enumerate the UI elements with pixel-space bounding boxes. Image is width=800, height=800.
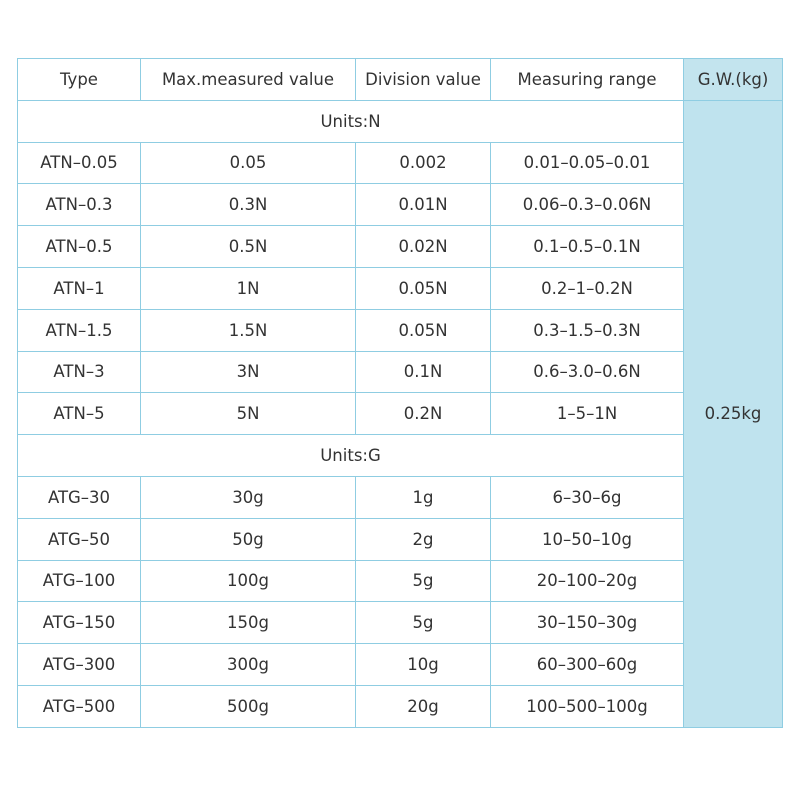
cell: 30–150–30g xyxy=(490,601,684,645)
data-row: ATG–100 100g 5g 20–100–20g xyxy=(17,559,783,603)
cell: 30g xyxy=(140,475,356,519)
header-cell: Measuring range xyxy=(490,58,684,101)
data-row: ATN–0.3 0.3N 0.01N 0.06–0.3–0.06N xyxy=(17,183,783,227)
data-row: ATN–3 3N 0.1N 0.6–3.0–0.6N xyxy=(17,350,783,394)
table-body: Type Max.measured value Division value Meas… xyxy=(17,58,783,728)
cell: 0.05N xyxy=(355,266,491,310)
header-cell: G.W.(kg) xyxy=(683,58,783,101)
cell: 60–300–60g xyxy=(490,643,684,686)
cell: ATN–0.3 xyxy=(17,183,141,227)
cell: ATG–30 xyxy=(17,475,141,519)
cell: 100g xyxy=(140,559,356,603)
cell: 0.6–3.0–0.6N xyxy=(490,350,684,394)
cell: 2g xyxy=(355,517,491,561)
cell: ATG–100 xyxy=(17,559,141,603)
cell: 5N xyxy=(140,392,356,436)
cell: 1.5N xyxy=(140,308,356,352)
cell: 20–100–20g xyxy=(490,559,684,603)
cell: 0.1–0.5–0.1N xyxy=(490,225,684,268)
cell: 0.01N xyxy=(355,183,491,227)
cell: 0.5N xyxy=(140,225,356,268)
cell: 0.02N xyxy=(355,225,491,268)
cell: 300g xyxy=(140,643,356,686)
cell: ATG–150 xyxy=(17,601,141,645)
cell: ATN–0.05 xyxy=(17,141,141,185)
cell: 20g xyxy=(355,684,491,728)
section-label: Units:N xyxy=(17,99,684,143)
cell: 500g xyxy=(140,684,356,728)
section-row: Units:N 0.25kg xyxy=(17,99,783,728)
cell: 1–5–1N xyxy=(490,392,684,436)
cell: 5g xyxy=(355,601,491,645)
cell: 0.1N xyxy=(355,350,491,394)
cell: ATN–5 xyxy=(17,392,141,436)
cell: ATN–0.5 xyxy=(17,225,141,268)
section-label: Units:G xyxy=(17,434,684,477)
cell: ATG–300 xyxy=(17,643,141,686)
header-row: Type Max.measured value Division value Meas… xyxy=(17,58,783,101)
data-row: ATN–1 1N 0.05N 0.2–1–0.2N xyxy=(17,266,783,310)
cell: 1N xyxy=(140,266,356,310)
cell: 3N xyxy=(140,350,356,394)
cell: ATG–50 xyxy=(17,517,141,561)
cell: 0.2–1–0.2N xyxy=(490,266,684,310)
data-row: ATN–0.5 0.5N 0.02N 0.1–0.5–0.1N xyxy=(17,225,783,268)
cell: 10g xyxy=(355,643,491,686)
data-row: ATG–50 50g 2g 10–50–10g xyxy=(17,517,783,561)
data-row: ATG–150 150g 5g 30–150–30g xyxy=(17,601,783,645)
data-row: ATN–5 5N 0.2N 1–5–1N xyxy=(17,392,783,436)
cell: 0.3–1.5–0.3N xyxy=(490,308,684,352)
data-row: ATG–500 500g 20g 100–500–100g xyxy=(17,684,783,728)
data-row: ATN–0.05 0.05 0.002 0.01–0.05–0.01 xyxy=(17,141,783,185)
cell: 150g xyxy=(140,601,356,645)
cell: ATG–500 xyxy=(17,684,141,728)
cell: ATN–3 xyxy=(17,350,141,394)
cell: 0.002 xyxy=(355,141,491,185)
cell: 0.2N xyxy=(355,392,491,436)
cell: 0.01–0.05–0.01 xyxy=(490,141,684,185)
data-row: ATG–30 30g 1g 6–30–6g xyxy=(17,475,783,519)
cell: 1g xyxy=(355,475,491,519)
cell: 0.05N xyxy=(355,308,491,352)
cell: 0.06–0.3–0.06N xyxy=(490,183,684,227)
cell: ATN–1.5 xyxy=(17,308,141,352)
cell: ATN–1 xyxy=(17,266,141,310)
header-cell: Type xyxy=(17,58,141,101)
cell: 5g xyxy=(355,559,491,603)
header-cell: Division value xyxy=(355,58,491,101)
cell: 100–500–100g xyxy=(490,684,684,728)
cell: 0.3N xyxy=(140,183,356,227)
gross-weight: 0.25kg xyxy=(683,99,783,728)
spec-table: Type Max.measured value Division value Meas… xyxy=(17,58,783,728)
cell: 50g xyxy=(140,517,356,561)
section-row: Units:G xyxy=(17,434,783,477)
cell: 6–30–6g xyxy=(490,475,684,519)
header-cell: Max.measured value xyxy=(140,58,356,101)
cell: 10–50–10g xyxy=(490,517,684,561)
data-row: ATN–1.5 1.5N 0.05N 0.3–1.5–0.3N xyxy=(17,308,783,352)
cell: 0.05 xyxy=(140,141,356,185)
data-row: ATG–300 300g 10g 60–300–60g xyxy=(17,643,783,686)
